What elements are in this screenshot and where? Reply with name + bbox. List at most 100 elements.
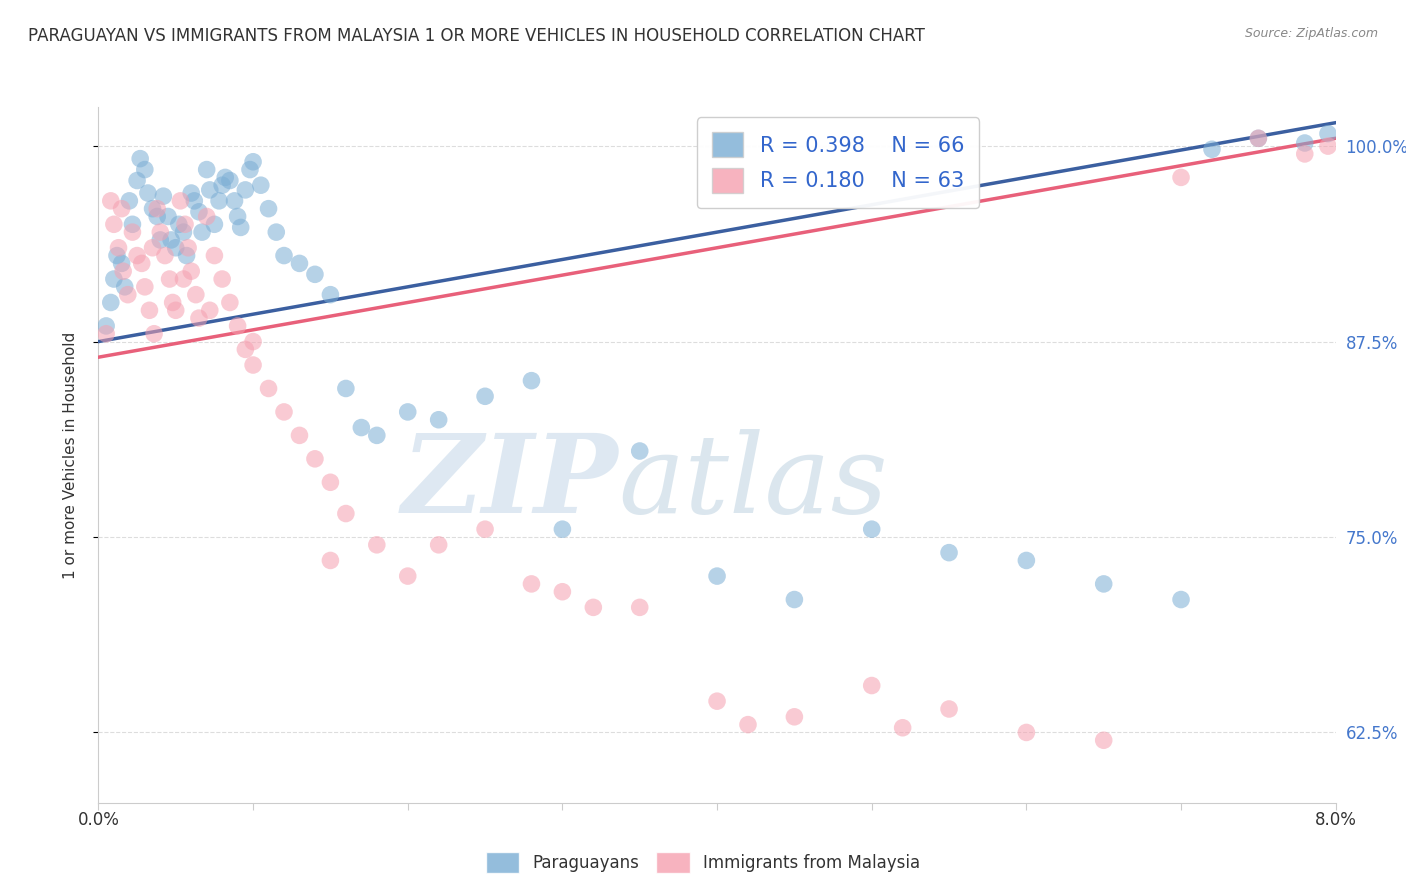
Point xyxy=(242,154,264,169)
Point xyxy=(427,413,450,427)
Point xyxy=(211,178,233,193)
Point xyxy=(335,507,357,521)
Point xyxy=(219,295,242,310)
Point xyxy=(195,162,218,177)
Point xyxy=(149,233,172,247)
Point xyxy=(96,318,118,333)
Point xyxy=(551,522,574,536)
Point xyxy=(188,311,211,326)
Point xyxy=(103,217,125,231)
Point xyxy=(288,428,311,442)
Point xyxy=(628,444,651,458)
Point xyxy=(160,233,183,247)
Point xyxy=(176,249,198,263)
Text: atlas: atlas xyxy=(619,429,887,536)
Point xyxy=(219,173,242,187)
Point xyxy=(173,225,195,239)
Point xyxy=(173,272,195,286)
Point xyxy=(208,194,231,208)
Point xyxy=(127,249,149,263)
Point xyxy=(1092,577,1115,591)
Point xyxy=(141,241,165,255)
Point xyxy=(1317,127,1340,141)
Legend: Paraguayans, Immigrants from Malaysia: Paraguayans, Immigrants from Malaysia xyxy=(479,846,927,880)
Point xyxy=(551,584,574,599)
Point xyxy=(167,217,190,231)
Point xyxy=(1170,170,1192,185)
Text: 0.0%: 0.0% xyxy=(77,811,120,829)
Point xyxy=(350,420,373,434)
Point xyxy=(211,272,233,286)
Point xyxy=(162,295,184,310)
Point xyxy=(335,382,357,396)
Point xyxy=(134,280,156,294)
Point xyxy=(366,428,388,442)
Point xyxy=(165,241,187,255)
Point xyxy=(180,186,202,200)
Point xyxy=(226,318,249,333)
Point xyxy=(105,249,128,263)
Point xyxy=(224,194,246,208)
Point xyxy=(582,600,605,615)
Point xyxy=(783,592,806,607)
Point xyxy=(1294,136,1316,150)
Point xyxy=(159,272,181,286)
Point xyxy=(366,538,388,552)
Point xyxy=(242,334,264,349)
Point xyxy=(177,241,200,255)
Point xyxy=(143,326,166,341)
Point xyxy=(257,382,280,396)
Point xyxy=(184,287,207,301)
Point xyxy=(118,194,141,208)
Point xyxy=(706,694,728,708)
Point xyxy=(100,194,122,208)
Point xyxy=(100,295,122,310)
Point xyxy=(1247,131,1270,145)
Point xyxy=(273,405,295,419)
Point xyxy=(1294,147,1316,161)
Point xyxy=(860,522,883,536)
Point xyxy=(235,183,257,197)
Point xyxy=(520,577,543,591)
Point xyxy=(138,303,160,318)
Point xyxy=(235,343,257,357)
Point xyxy=(129,152,152,166)
Point xyxy=(737,717,759,731)
Point xyxy=(1015,553,1038,567)
Point xyxy=(191,225,214,239)
Point xyxy=(226,210,249,224)
Point xyxy=(169,194,191,208)
Point xyxy=(938,546,960,560)
Point xyxy=(938,702,960,716)
Point xyxy=(474,522,496,536)
Point xyxy=(141,202,165,216)
Point xyxy=(250,178,273,193)
Point xyxy=(520,374,543,388)
Point xyxy=(174,217,197,231)
Point xyxy=(427,538,450,552)
Point xyxy=(180,264,202,278)
Point xyxy=(706,569,728,583)
Point xyxy=(860,679,883,693)
Point xyxy=(319,475,342,490)
Point xyxy=(198,183,221,197)
Point xyxy=(783,710,806,724)
Point xyxy=(188,204,211,219)
Point xyxy=(114,280,136,294)
Point xyxy=(111,256,134,270)
Point xyxy=(152,189,174,203)
Legend: R = 0.398    N = 66, R = 0.180    N = 63: R = 0.398 N = 66, R = 0.180 N = 63 xyxy=(697,118,979,208)
Point xyxy=(1015,725,1038,739)
Point xyxy=(304,451,326,466)
Point xyxy=(628,600,651,615)
Point xyxy=(319,287,342,301)
Point xyxy=(107,241,129,255)
Point xyxy=(146,210,169,224)
Point xyxy=(304,268,326,282)
Point xyxy=(136,186,159,200)
Point xyxy=(214,170,236,185)
Point xyxy=(1170,592,1192,607)
Point xyxy=(288,256,311,270)
Text: ZIP: ZIP xyxy=(402,429,619,536)
Point xyxy=(204,217,226,231)
